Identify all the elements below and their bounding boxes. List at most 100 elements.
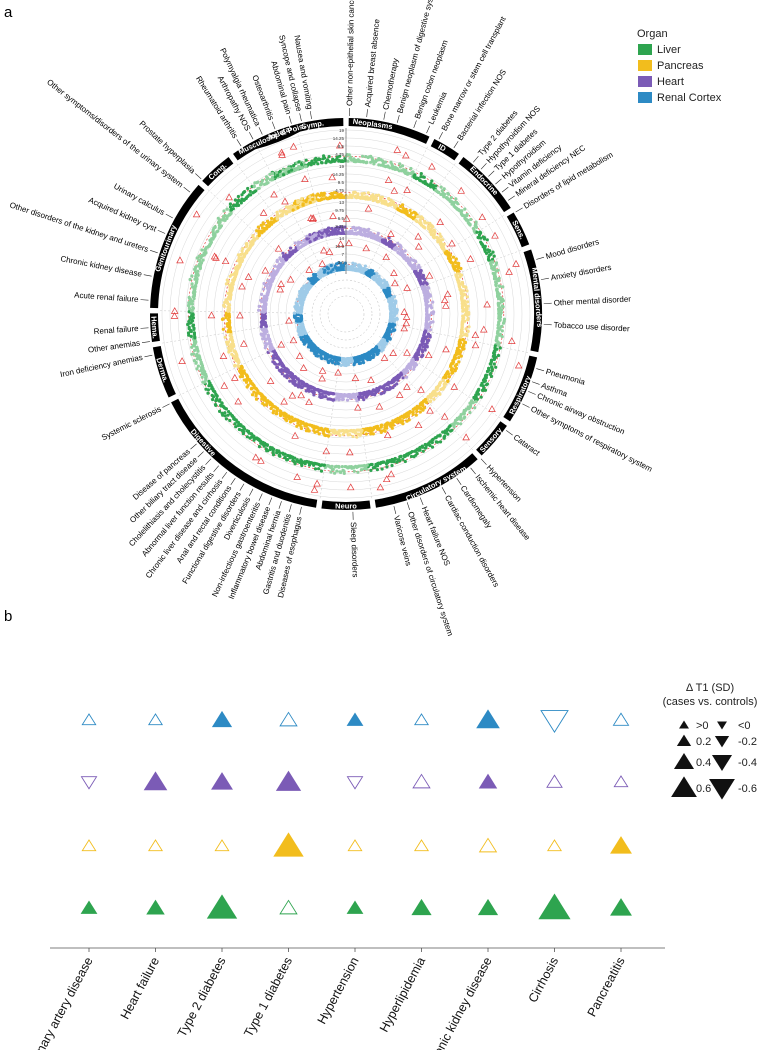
manhattan-point xyxy=(441,238,445,242)
effect-triangle xyxy=(612,712,630,726)
manhattan-point xyxy=(429,328,433,332)
manhattan-point xyxy=(487,255,491,259)
manhattan-point xyxy=(257,304,261,308)
legend-title: Organ xyxy=(637,28,668,40)
manhattan-points-renal xyxy=(387,295,411,327)
manhattan-point xyxy=(316,162,320,166)
effect-triangle xyxy=(346,776,364,790)
series-pancreas xyxy=(81,832,632,857)
size-legend-triangle-up xyxy=(679,720,689,729)
manhattan-point xyxy=(311,197,315,201)
manhattan-point xyxy=(426,396,430,400)
manhattan-point xyxy=(287,166,291,170)
manhattan-point xyxy=(329,263,333,268)
group-spoke xyxy=(207,189,317,288)
manhattan-point xyxy=(220,411,224,415)
manhattan-point xyxy=(318,194,322,198)
manhattan-point xyxy=(369,468,373,472)
manhattan-point xyxy=(453,418,458,423)
legend-item-liver: Liver xyxy=(657,44,681,56)
manhattan-point xyxy=(262,281,266,286)
manhattan-point xyxy=(402,454,407,459)
manhattan-point xyxy=(228,412,232,416)
manhattan-point xyxy=(500,308,504,312)
manhattan-point xyxy=(434,440,438,444)
manhattan-point xyxy=(315,430,319,434)
manhattan-point xyxy=(412,455,416,459)
manhattan-point xyxy=(195,357,199,361)
manhattan-point xyxy=(262,287,266,291)
manhattan-point xyxy=(401,203,405,207)
label-leader xyxy=(190,443,197,450)
label-leader xyxy=(157,229,166,234)
manhattan-point xyxy=(452,425,456,429)
manhattan-point xyxy=(223,335,227,339)
manhattan-point xyxy=(427,286,431,290)
x-tick-label: Heart failure xyxy=(118,955,162,1022)
manhattan-point xyxy=(428,400,432,404)
manhattan-point xyxy=(429,185,433,189)
manhattan-point xyxy=(314,156,318,160)
label-leader xyxy=(473,156,479,163)
manhattan-point xyxy=(425,401,429,405)
manhattan-point xyxy=(383,423,387,427)
manhattan-point xyxy=(201,258,205,262)
manhattan-point xyxy=(245,242,249,246)
manhattan-point xyxy=(333,471,337,475)
manhattan-point xyxy=(283,417,287,421)
label-leader xyxy=(453,141,459,149)
manhattan-point xyxy=(261,178,265,182)
manhattan-point xyxy=(229,211,233,215)
size-legend-pos-label: >0 xyxy=(696,720,709,732)
manhattan-point xyxy=(371,466,375,470)
label-leader xyxy=(143,274,152,277)
manhattan-point xyxy=(261,221,265,225)
manhattan-point xyxy=(405,375,409,379)
manhattan-point xyxy=(199,368,203,373)
manhattan-point xyxy=(323,234,327,238)
significant-marker xyxy=(346,483,355,491)
manhattan-point xyxy=(432,236,436,240)
manhattan-points-heart xyxy=(356,371,411,410)
significant-marker xyxy=(313,479,321,487)
manhattan-point xyxy=(243,190,247,194)
significant-marker xyxy=(310,485,319,493)
manhattan-point xyxy=(412,367,416,371)
significant-marker xyxy=(424,351,433,359)
label-leader xyxy=(268,497,273,506)
manhattan-point xyxy=(196,364,200,368)
significant-marker xyxy=(342,214,351,222)
manhattan-point xyxy=(275,210,279,214)
x-tick-label: Type 1 diabetes xyxy=(241,955,295,1040)
manhattan-point xyxy=(376,427,380,431)
manhattan-point xyxy=(307,463,312,467)
manhattan-point xyxy=(371,198,375,203)
significant-marker xyxy=(382,475,391,483)
manhattan-point xyxy=(427,227,431,231)
label-leader xyxy=(366,109,368,118)
manhattan-point xyxy=(190,274,194,278)
manhattan-point xyxy=(460,301,464,306)
label-leader xyxy=(149,250,158,254)
manhattan-point xyxy=(500,300,504,304)
manhattan-point xyxy=(439,235,443,239)
manhattan-points-heart xyxy=(411,329,450,362)
manhattan-points-renal xyxy=(381,322,411,356)
manhattan-point xyxy=(488,362,492,366)
manhattan-point xyxy=(467,325,471,329)
manhattan-point xyxy=(371,193,375,197)
manhattan-point xyxy=(338,154,342,158)
label-leader xyxy=(531,381,540,385)
significant-marker xyxy=(318,374,326,382)
effect-triangle xyxy=(412,773,431,789)
significant-marker xyxy=(450,382,459,390)
manhattan-point xyxy=(479,236,483,240)
manhattan-point xyxy=(250,386,254,390)
threshold-circle-liver xyxy=(187,155,505,473)
manhattan-point xyxy=(314,159,318,164)
manhattan-point xyxy=(320,161,324,165)
manhattan-point xyxy=(268,445,272,450)
disease-label: Acquired breast absence xyxy=(363,18,381,108)
group-spoke xyxy=(379,215,504,294)
